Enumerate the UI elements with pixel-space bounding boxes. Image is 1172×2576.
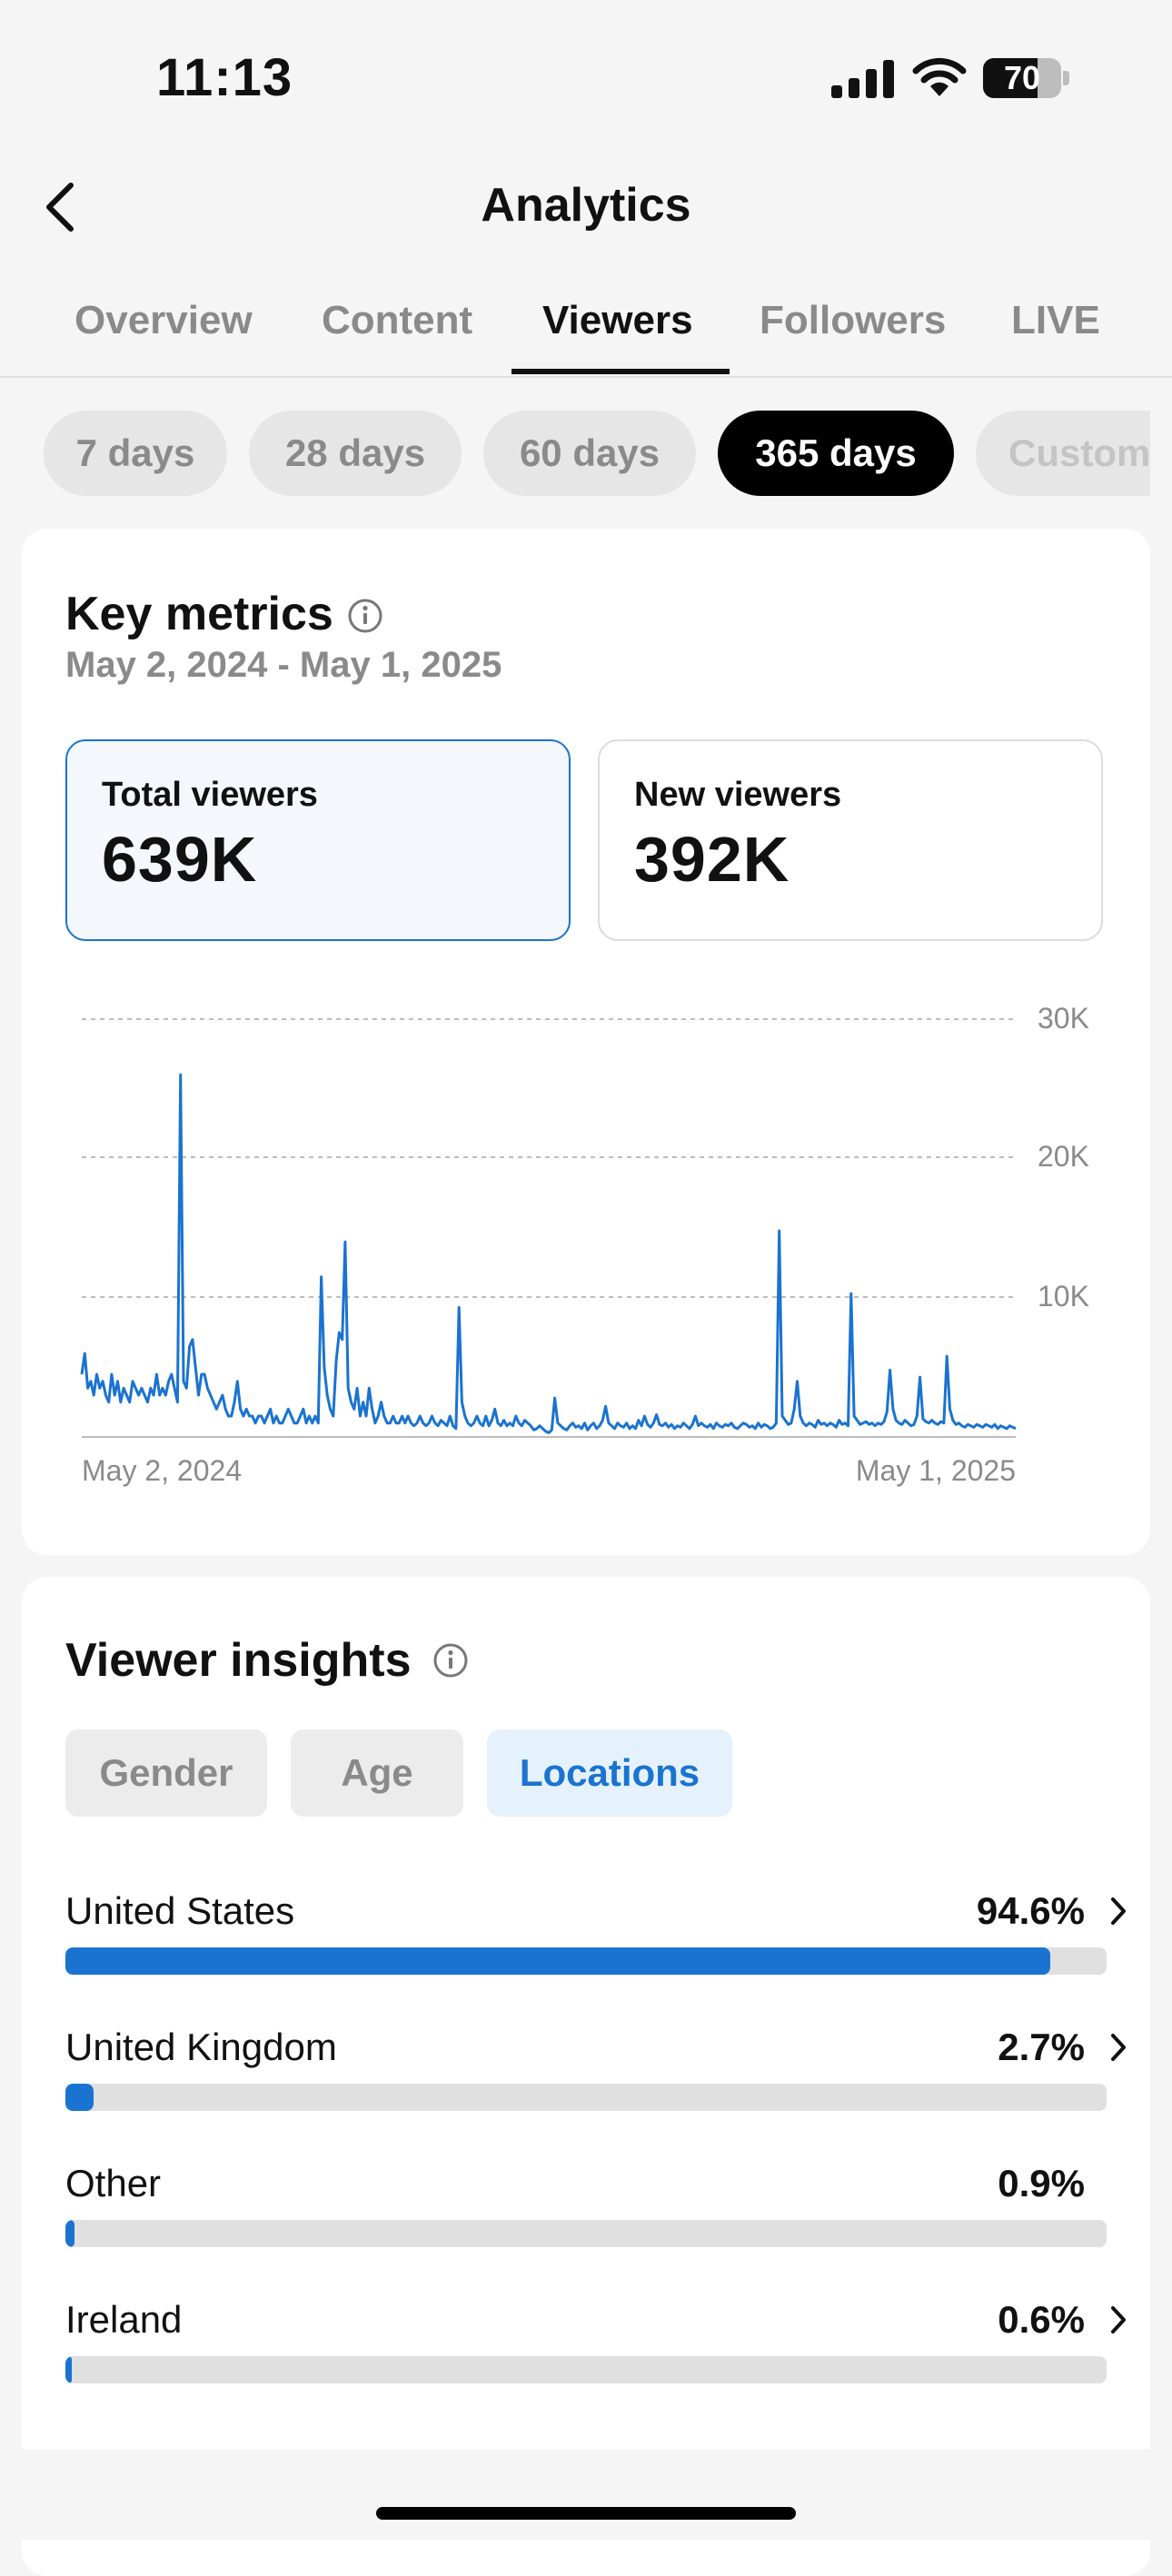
chevron-right-icon xyxy=(1111,2034,1126,2061)
tab-live[interactable]: LIVE xyxy=(1011,298,1100,342)
range-365-days[interactable]: 365 days xyxy=(718,411,954,496)
segment-locations[interactable]: Locations xyxy=(487,1729,732,1817)
y-tick-30k: 30K xyxy=(1038,1002,1089,1035)
location-name: Other xyxy=(65,2162,162,2204)
x-label-start: May 2, 2024 xyxy=(82,1454,242,1487)
key-metrics-title: Key metrics xyxy=(65,588,333,640)
tab-followers[interactable]: Followers xyxy=(760,298,947,342)
location-bar-track xyxy=(65,2084,1107,2111)
range-28-days[interactable]: 28 days xyxy=(249,411,462,496)
x-label-end: May 1, 2025 xyxy=(856,1454,1016,1487)
location-bar-track xyxy=(65,2356,1107,2383)
range-7-days[interactable]: 7 days xyxy=(44,411,227,496)
location-bar-fill xyxy=(65,1947,1051,1975)
cellular-signal-icon xyxy=(831,60,894,98)
location-percent: 2.7% xyxy=(998,2026,1085,2068)
location-row-ireland[interactable]: Ireland 0.6% xyxy=(65,2298,1128,2434)
new-viewers-label: New viewers xyxy=(634,776,842,814)
location-bar-fill xyxy=(65,2356,72,2383)
range-custom[interactable]: Custom xyxy=(976,411,1150,496)
battery-icon: 70 xyxy=(983,58,1061,98)
range-60-days[interactable]: 60 days xyxy=(483,411,696,496)
info-icon[interactable] xyxy=(347,598,383,634)
status-time: 11:13 xyxy=(156,48,293,107)
location-name: United Kingdom xyxy=(65,2026,337,2068)
status-bar: 11:13 70 xyxy=(0,0,1172,154)
location-percent: 0.6% xyxy=(998,2298,1085,2341)
segment-age[interactable]: Age xyxy=(291,1729,463,1817)
location-name: Ireland xyxy=(65,2298,183,2341)
location-row-other: Other 0.9% xyxy=(65,2162,1128,2298)
viewer-insights-card: Viewer insights Gender Age Locations Uni… xyxy=(22,1577,1150,2576)
location-percent: 0.9% xyxy=(998,2162,1085,2204)
y-tick-10k: 10K xyxy=(1038,1280,1089,1313)
location-name: United States xyxy=(65,1889,295,1932)
location-bar-fill xyxy=(65,2084,94,2111)
new-viewers-value: 392K xyxy=(634,824,790,895)
location-row-united-kingdom[interactable]: United Kingdom 2.7% xyxy=(65,2026,1128,2162)
y-tick-20k: 20K xyxy=(1038,1140,1089,1173)
segment-gender[interactable]: Gender xyxy=(65,1729,267,1817)
chevron-right-icon xyxy=(1111,2306,1126,2333)
bottom-safe-area xyxy=(0,2449,1172,2540)
tab-viewers[interactable]: Viewers xyxy=(542,298,693,342)
location-bar-track xyxy=(65,2220,1107,2247)
active-tab-indicator xyxy=(512,369,730,374)
viewer-insights-title: Viewer insights xyxy=(65,1634,412,1687)
tab-content[interactable]: Content xyxy=(322,298,473,342)
date-range: May 2, 2024 - May 1, 2025 xyxy=(65,645,502,685)
key-metrics-card: Key metrics May 2, 2024 - May 1, 2025 To… xyxy=(22,529,1150,1555)
viewers-line-chart: 10K 20K 30K May 2, 2024 May 1, 2025 xyxy=(80,1002,1089,1487)
chevron-right-icon xyxy=(1111,1897,1126,1925)
total-viewers-label: Total viewers xyxy=(102,776,318,814)
info-icon[interactable] xyxy=(432,1642,469,1679)
total-viewers-series-line xyxy=(80,1073,1017,1434)
battery-tip xyxy=(1063,71,1069,85)
location-row-united-states[interactable]: United States 94.6% xyxy=(65,1889,1128,2026)
battery-level: 70 xyxy=(1003,59,1041,96)
tab-overview[interactable]: Overview xyxy=(74,298,253,342)
location-bar-fill xyxy=(65,2220,75,2247)
location-percent: 94.6% xyxy=(976,1889,1085,1932)
wifi-icon xyxy=(912,57,967,96)
total-viewers-value: 639K xyxy=(102,824,258,895)
analytics-tabs: Overview Content Viewers Followers LIVE xyxy=(0,289,1172,378)
chevron-left-icon[interactable] xyxy=(40,178,84,236)
home-indicator[interactable] xyxy=(376,2507,796,2520)
total-viewers-metric[interactable]: Total viewers 639K xyxy=(65,739,571,941)
location-bar-track xyxy=(65,1947,1107,1975)
new-viewers-metric[interactable]: New viewers 392K xyxy=(598,739,1103,941)
page-title: Analytics xyxy=(481,179,691,232)
